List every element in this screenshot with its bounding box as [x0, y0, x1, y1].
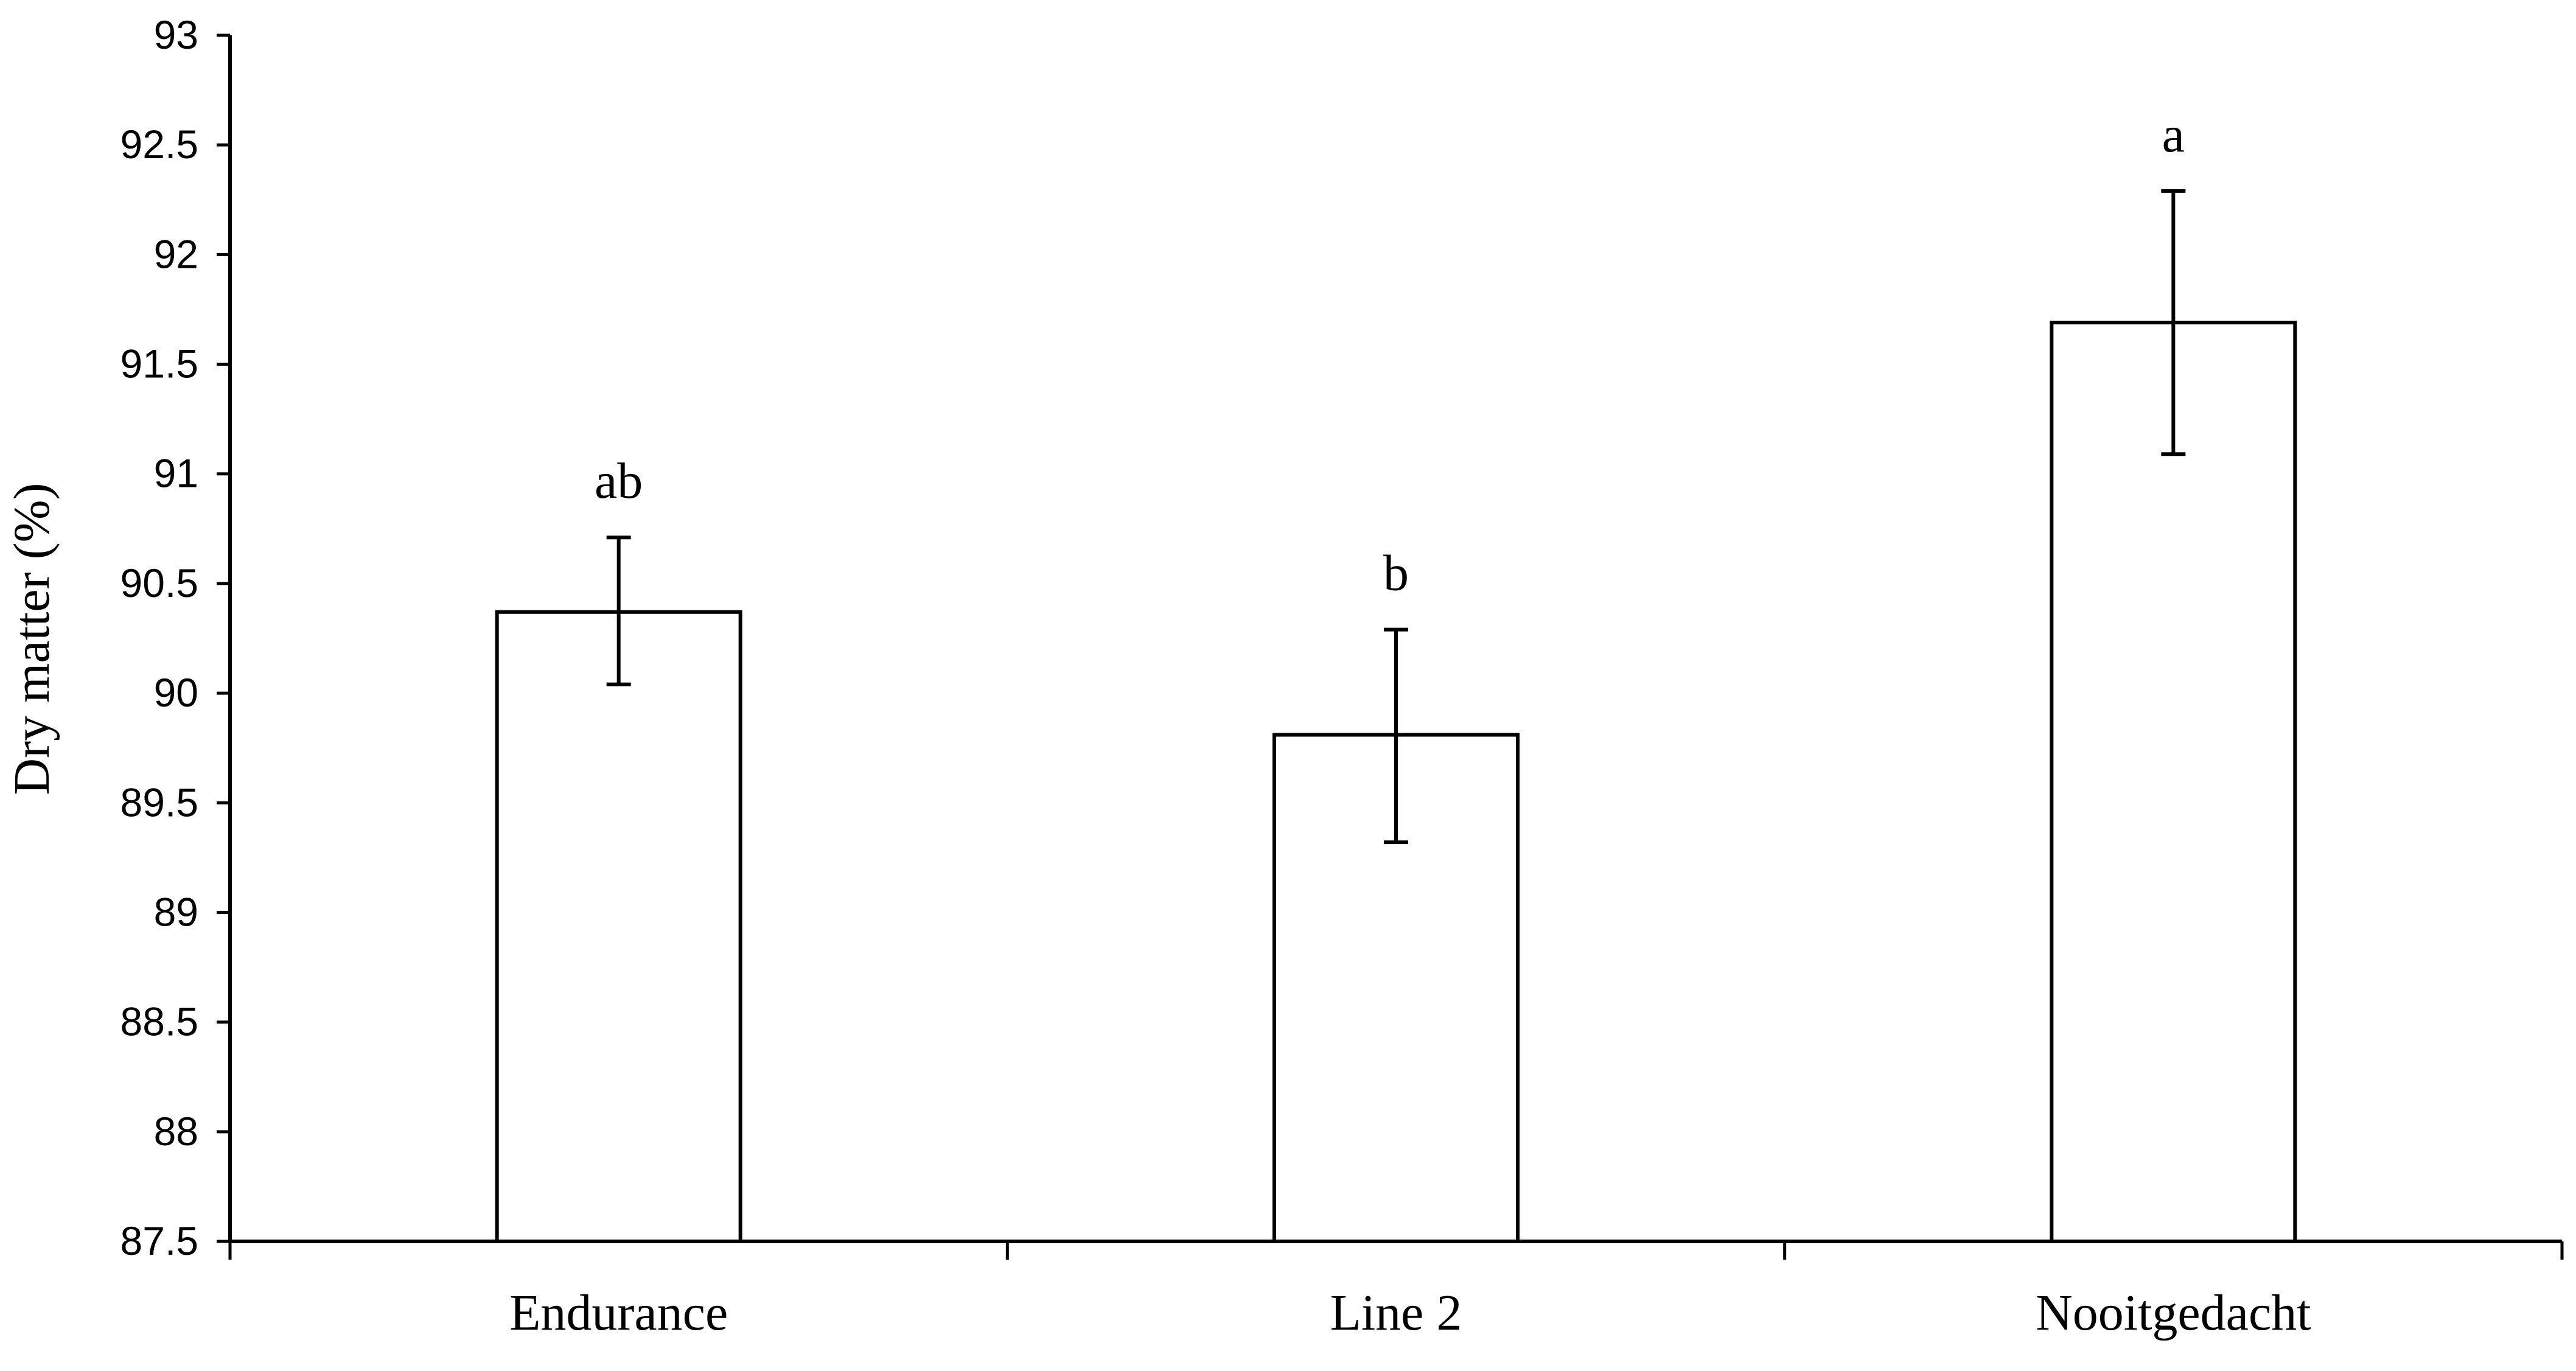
y-tick-label: 93	[154, 12, 198, 57]
y-tick-label: 91.5	[120, 341, 198, 386]
y-tick-label: 92.5	[120, 122, 198, 167]
bar	[2050, 321, 2297, 1243]
y-tick-label: 91	[154, 451, 198, 496]
y-tick-label: 88.5	[120, 999, 198, 1044]
y-tick-label: 90	[154, 670, 198, 715]
bars	[495, 189, 2297, 1244]
y-tick-label: 89.5	[120, 780, 198, 825]
y-axis-title: Dry matter (%)	[4, 483, 60, 795]
category-label: Nooitgedacht	[2036, 1285, 2311, 1341]
y-tick-label: 89	[154, 889, 198, 934]
bar	[495, 610, 742, 1243]
labels: ab Endurance b Line 2 a Nooitgedacht	[509, 106, 2311, 1341]
category-label: Endurance	[509, 1285, 728, 1341]
y-tick-label: 88	[154, 1109, 198, 1154]
significance-label: b	[1383, 545, 1409, 602]
significance-label: ab	[595, 453, 643, 509]
y-tick-label: 90.5	[120, 560, 198, 605]
significance-label: a	[2162, 106, 2185, 163]
y-tick-label: 87.5	[120, 1218, 198, 1263]
category-label: Line 2	[1330, 1285, 1462, 1341]
y-tick-label: 92	[154, 231, 198, 276]
